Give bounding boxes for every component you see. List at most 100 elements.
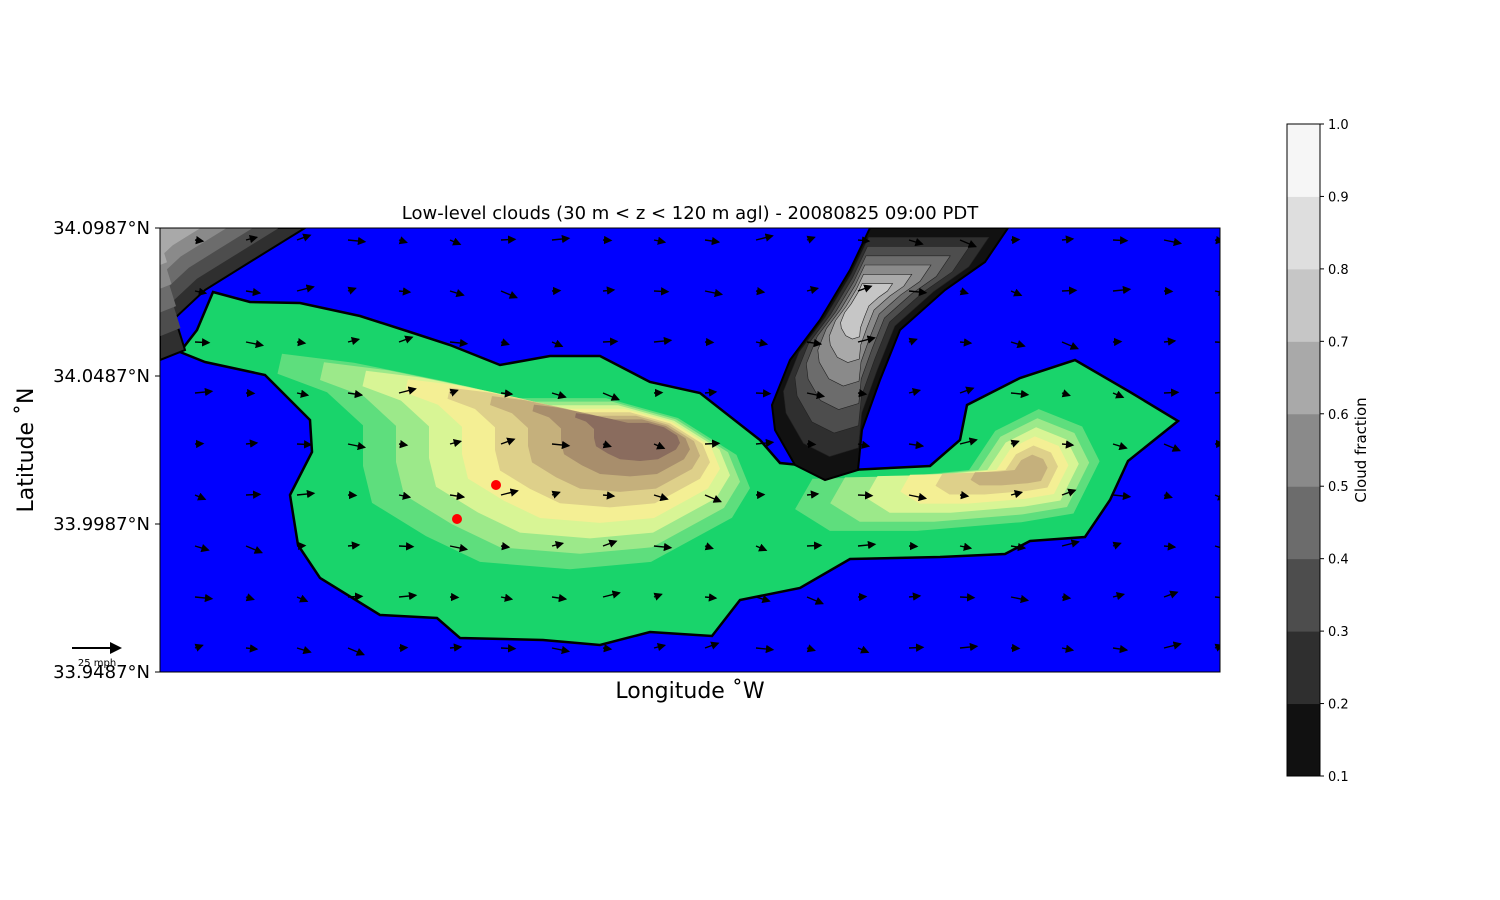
wind-arrow [755,286,766,296]
wind-arrow [398,236,408,245]
wind-arrow [1163,443,1181,452]
wind-arrow [194,492,207,501]
plot-frame [159,227,1221,673]
wind-arrow [296,646,312,655]
wind-arrow [347,236,367,246]
colorbar-tick-label: 0.3 [1328,625,1349,640]
wind-arrow [1163,590,1179,599]
site-marker [452,514,462,524]
wind-arrow [245,545,263,554]
wind-arrow [806,390,826,400]
wind-arrow [1163,388,1180,397]
wind-arrow [908,643,925,652]
wind-arrow [857,440,871,449]
wind-arrow [704,542,714,551]
colorbar-tick-label: 0.8 [1328,263,1349,278]
colorbar-segment [1287,124,1320,197]
wind-arrow [1214,235,1220,245]
wind-arrow [806,338,823,348]
wind-arrow [347,336,361,346]
wind-arrow [1163,641,1182,650]
wind-arrow [908,592,922,601]
terrain-band-east [970,454,1048,486]
wind-arrow [449,491,466,501]
wind-arrow [602,337,619,346]
wind-arrow [704,388,718,397]
wind-arrow [857,540,877,550]
wind-arrow [653,287,670,296]
x-axis-label: Longitude ˚W [615,679,764,704]
cloud-contours [160,228,1010,482]
wind-arrow [653,236,667,245]
wind-arrow [1010,594,1030,604]
wind-arrow [908,440,925,450]
wind-arrow [347,647,365,656]
colorbar: 0.1 0.2 0.3 0.4 0.5 0.6 0.7 0.8 0.9 1.0 [1286,118,1349,785]
wind-arrow [194,287,208,296]
wind-arrow [194,643,204,652]
wind-arrow [398,287,412,296]
wind-arrow [1010,288,1023,297]
wind-arrow [959,437,978,446]
wind-vectors [194,233,1220,656]
wind-arrow [347,592,364,601]
wind-arrow [194,593,214,603]
wind-arrow [194,235,205,245]
wind-arrow [1163,491,1173,500]
wind-arrow [296,389,310,398]
wind-arrow [1214,391,1220,394]
wind-arrow [653,592,663,601]
wind-arrow [959,642,979,652]
wind-arrow [1163,337,1177,346]
y-axis-ticks: 34.0987°N 34.0487°N 33.9987°N 33.9487°N [53,218,160,683]
colorbar-segment [1287,341,1320,415]
wind-arrow [245,490,262,499]
colorbar-tick-label: 0.7 [1328,335,1349,350]
wind-arrow [1112,390,1125,399]
wind-arrow [653,642,667,652]
colorbar-tick-label: 0.5 [1328,480,1349,495]
colorbar-segment [1287,413,1320,487]
wind-arrow [1010,439,1020,448]
wind-arrow [500,541,511,551]
wind-arrow [653,441,666,450]
wind-arrow [449,388,459,397]
wind-arrow [602,643,613,653]
quiver-key-label: 25 mph [78,658,116,669]
wind-arrow [653,336,673,346]
wind-arrow [959,542,973,551]
colorbar-segment [1287,703,1320,777]
wind-arrow [908,387,922,397]
wind-arrow [704,593,718,602]
wind-arrow [1061,389,1071,398]
colorbar-segment [1287,486,1320,560]
wind-arrow [1112,442,1128,451]
wind-arrow [602,590,621,599]
wind-arrow [1061,644,1075,653]
wind-arrow [551,440,571,450]
wind-arrow [908,238,924,247]
wind-arrow [1214,287,1220,296]
colorbar-segment [1287,631,1320,705]
wind-arrow [1061,488,1077,497]
chart-title: Low-level clouds (30 m < z < 120 m agl) … [402,203,979,224]
wind-arrow [908,287,928,297]
wind-arrow [908,337,918,346]
wind-arrow [296,284,315,293]
wind-arrow [245,644,259,653]
y-tick-label: 34.0487°N [53,366,150,387]
wind-arrow [806,541,823,550]
colorbar-segment [1287,268,1320,342]
wind-arrow [194,387,214,397]
wind-arrow [1112,541,1122,550]
wind-arrow [806,285,820,295]
wind-arrow [704,641,720,650]
wind-arrow [704,439,721,448]
wind-arrow [500,593,514,602]
wind-arrow [755,338,769,347]
wind-arrow [1214,341,1220,343]
wind-arrow [857,491,874,500]
colorbar-segment [1287,196,1320,270]
wind-arrow [398,386,417,395]
wind-arrow [1010,489,1024,499]
